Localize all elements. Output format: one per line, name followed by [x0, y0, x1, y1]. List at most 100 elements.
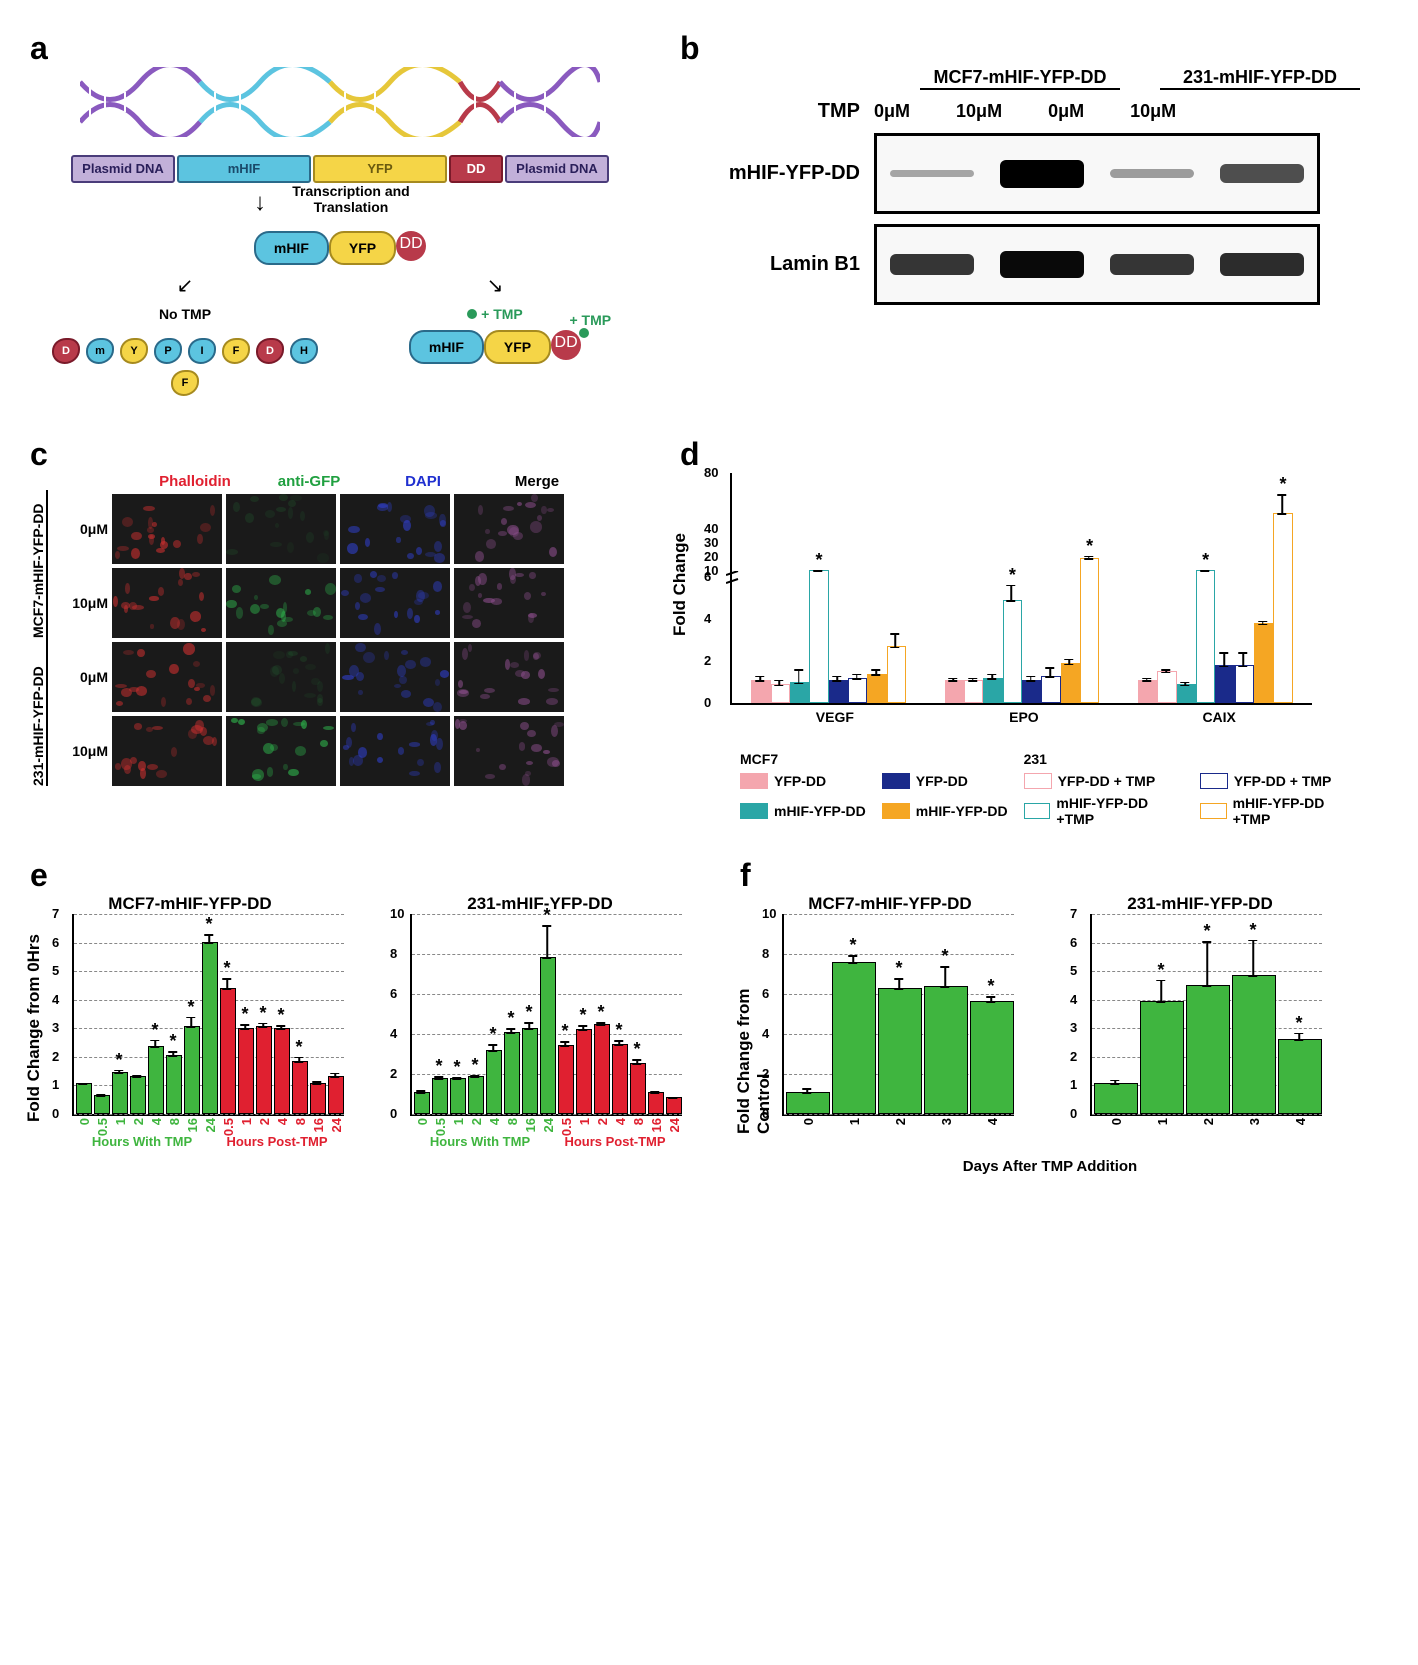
ytick: 6	[52, 935, 59, 950]
legend-swatch	[1200, 803, 1227, 819]
ch-merge: Merge	[482, 473, 592, 490]
ytick: 6	[762, 986, 769, 1001]
fragment: Y	[120, 338, 148, 364]
bar	[468, 1076, 484, 1114]
panel-e-label: e	[30, 857, 710, 894]
error-bar	[1049, 667, 1051, 678]
legend-label: YFP-DD + TMP	[1234, 773, 1332, 789]
ytick: 0	[704, 695, 711, 710]
construct-plasmid-2: Plasmid DNA	[505, 155, 609, 183]
legend-swatch	[1024, 803, 1051, 819]
tmp-bound-label: + TMP	[569, 312, 611, 328]
error-bar	[1262, 621, 1264, 625]
error-bar	[334, 1073, 336, 1079]
x-tick: 0.5	[559, 1118, 574, 1136]
figure: a	[30, 30, 1388, 1175]
micrograph	[226, 642, 336, 712]
bar	[878, 988, 922, 1114]
x-tick: 16	[185, 1118, 200, 1132]
x-label: EPO	[1009, 709, 1039, 725]
error-bar	[1114, 1080, 1116, 1086]
stable-yfp: YFP	[484, 330, 551, 364]
gridline	[784, 914, 1014, 915]
conc-1: 10μM	[956, 101, 1002, 122]
ytick: 4	[390, 1026, 397, 1041]
bar	[558, 1045, 574, 1114]
error-bar	[1146, 678, 1148, 682]
sig-star: *	[187, 997, 194, 1018]
legend-swatch	[882, 803, 910, 819]
x-tick: 1	[113, 1118, 128, 1125]
e-xlabel-with: Hours With TMP	[72, 1134, 212, 1149]
ytick: 4	[762, 1026, 769, 1041]
bar	[1235, 665, 1254, 703]
bar	[540, 957, 556, 1114]
panel-f: f MCF7-mHIF-YFP-DD Fold Change from Cont…	[740, 857, 1360, 1175]
sig-star: *	[633, 1039, 640, 1060]
ytick: 0	[762, 1106, 769, 1121]
x-label: VEGF	[816, 709, 854, 725]
error-bar	[672, 1097, 674, 1099]
e-xlabel-post: Hours Post-TMP	[212, 1134, 342, 1149]
error-bar	[944, 966, 946, 988]
micro-conc: 10μM	[54, 595, 108, 611]
bar	[924, 986, 968, 1114]
panel-b: b MCF7-mHIF-YFP-DD 231-mHIF-YFP-DD TMP 0…	[680, 30, 1360, 406]
x-tick: 24	[329, 1118, 344, 1132]
ch-phalloidin: Phalloidin	[140, 473, 250, 490]
legend-item: YFP-DD	[882, 773, 1008, 789]
x-tick: 0	[415, 1118, 430, 1125]
micrograph	[112, 642, 222, 712]
tmp-label: TMP	[680, 100, 860, 123]
band	[1110, 169, 1194, 177]
bar	[1232, 975, 1276, 1114]
sig-star: *	[1086, 536, 1093, 557]
ytick: 30	[704, 535, 718, 550]
sig-star: *	[941, 946, 948, 967]
x-tick: 1	[847, 1118, 862, 1125]
degraded-fragments: DmYPIFDHF	[36, 328, 334, 406]
error-bar	[1160, 980, 1162, 1003]
micrograph	[340, 568, 450, 638]
error-bar	[898, 978, 900, 990]
error-bar	[895, 633, 897, 648]
ytick: 0	[1070, 1106, 1077, 1121]
sig-star: *	[489, 1024, 496, 1045]
bar	[76, 1083, 92, 1114]
error-bar	[1165, 669, 1167, 673]
sig-star: *	[453, 1057, 460, 1078]
bar	[832, 962, 876, 1114]
x-tick: 24	[667, 1118, 682, 1132]
x-tick: 3	[1247, 1118, 1262, 1125]
bar	[809, 570, 828, 703]
conc-0: 0μM	[874, 101, 910, 122]
sig-star: *	[507, 1008, 514, 1029]
band	[1220, 253, 1304, 276]
legend-swatch	[1024, 773, 1052, 789]
x-tick: 2	[257, 1118, 272, 1125]
x-tick: 0.5	[433, 1118, 448, 1136]
micrograph	[226, 568, 336, 638]
sig-star: *	[151, 1020, 158, 1041]
panel-a-label: a	[30, 30, 650, 67]
plus-tmp-label: + TMP	[481, 306, 523, 322]
d-ylabel: Fold Change	[670, 533, 690, 636]
bar	[867, 674, 886, 703]
bar	[771, 684, 790, 703]
error-bar	[1252, 940, 1254, 977]
sig-star: *	[561, 1021, 568, 1042]
blot-headers: MCF7-mHIF-YFP-DD 231-mHIF-YFP-DD	[840, 67, 1360, 90]
bar	[612, 1044, 628, 1114]
error-bar	[806, 1088, 808, 1094]
gridline	[1092, 914, 1322, 915]
arrow-left-icon: ↙	[177, 273, 194, 298]
band	[890, 254, 974, 275]
bar	[751, 680, 770, 703]
ytick: 6	[390, 986, 397, 1001]
conc-3: 10μM	[1130, 101, 1176, 122]
legend-swatch	[740, 803, 768, 819]
error-bar	[991, 674, 993, 680]
x-tick: 2	[469, 1118, 484, 1125]
legend-header: 231	[1024, 751, 1360, 767]
micrograph	[112, 494, 222, 564]
